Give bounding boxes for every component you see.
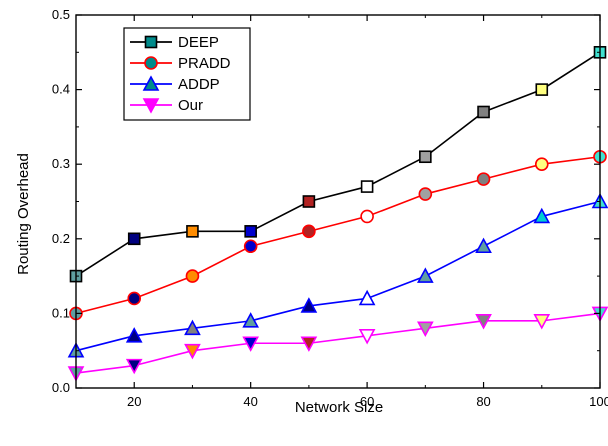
- y-axis-title: Routing Overhead: [15, 153, 32, 275]
- axes: 0.0 0.1 0.2 0.3 0.4 0.5 20 40 60 80 100: [52, 7, 608, 409]
- x-tick-label: 20: [127, 394, 141, 409]
- data-point: [475, 314, 492, 330]
- y-tick-label: 0.0: [52, 380, 70, 395]
- data-point: [475, 237, 492, 254]
- data-point: [242, 336, 260, 352]
- data-point: [302, 195, 316, 208]
- data-point: [302, 224, 316, 239]
- legend-label: PRADD: [178, 55, 231, 72]
- legend-item-pradd: PRADD: [130, 55, 231, 72]
- plot-area: [67, 45, 608, 382]
- series-addp: [67, 192, 608, 358]
- x-tick-label: 100: [589, 394, 608, 409]
- data-point: [243, 239, 258, 254]
- legend-item-our: Our: [130, 97, 203, 114]
- legend-label: DEEP: [178, 34, 219, 51]
- data-point: [125, 327, 143, 343]
- data-point: [300, 297, 318, 313]
- data-point: [127, 291, 142, 306]
- data-point: [419, 150, 432, 164]
- series-line: [75, 155, 601, 315]
- legend-marker: [142, 98, 160, 114]
- data-point: [185, 269, 200, 283]
- data-point: [127, 232, 141, 246]
- series-our: [67, 306, 608, 382]
- data-point: [186, 225, 199, 238]
- x-tick-label: 40: [243, 394, 257, 409]
- series-line: [75, 200, 601, 352]
- legend-item-deep: DEEP: [130, 34, 219, 51]
- series-line: [75, 51, 601, 277]
- data-point: [244, 225, 257, 238]
- data-point: [416, 267, 434, 283]
- data-point: [533, 207, 551, 224]
- series-pradd: [69, 149, 607, 321]
- data-point: [416, 321, 434, 338]
- legend-marker: [144, 56, 158, 70]
- data-point: [358, 328, 376, 345]
- y-tick-label: 0.2: [52, 231, 70, 246]
- data-point: [360, 209, 374, 224]
- legend-label: ADDP: [178, 76, 220, 93]
- data-point: [476, 172, 491, 186]
- series-line: [75, 312, 601, 374]
- x-tick-label: 80: [476, 394, 490, 409]
- legend-label: Our: [178, 97, 203, 114]
- legend-marker: [144, 35, 158, 49]
- data-point: [533, 314, 551, 330]
- y-tick-label: 0.4: [52, 82, 70, 97]
- data-point: [535, 83, 549, 96]
- data-point: [358, 289, 376, 306]
- data-point: [300, 336, 318, 352]
- legend-marker: [142, 75, 160, 91]
- data-point: [184, 343, 201, 360]
- data-point: [418, 187, 433, 201]
- y-tick-label: 0.1: [52, 305, 70, 320]
- data-point: [184, 319, 201, 336]
- legend-item-addp: ADDP: [130, 75, 220, 93]
- data-point: [125, 358, 143, 375]
- data-point: [477, 105, 490, 119]
- data-point: [360, 180, 374, 193]
- x-tick-label: 60: [360, 394, 374, 409]
- y-tick-label: 0.5: [52, 7, 70, 22]
- legend: DEEP PRADD ADDP Our: [123, 27, 251, 121]
- y-tick-label: 0.3: [52, 156, 70, 171]
- data-point: [242, 312, 260, 328]
- x-axis-title: Network Size: [295, 399, 383, 416]
- data-point: [534, 157, 549, 171]
